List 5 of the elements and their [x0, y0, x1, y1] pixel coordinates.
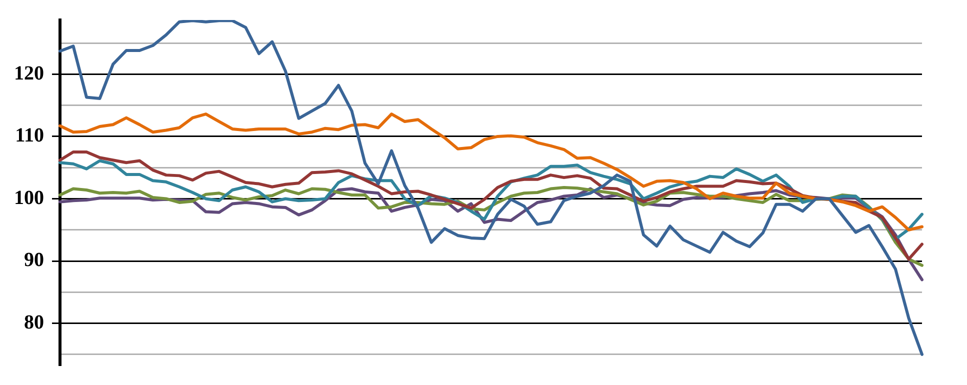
y-tick-label: 120 [14, 62, 44, 84]
y-tick-label: 80 [24, 311, 44, 334]
y-tick-label: 100 [14, 186, 44, 209]
y-tick-label: 110 [15, 124, 44, 147]
y-tick-label: 90 [24, 249, 44, 272]
